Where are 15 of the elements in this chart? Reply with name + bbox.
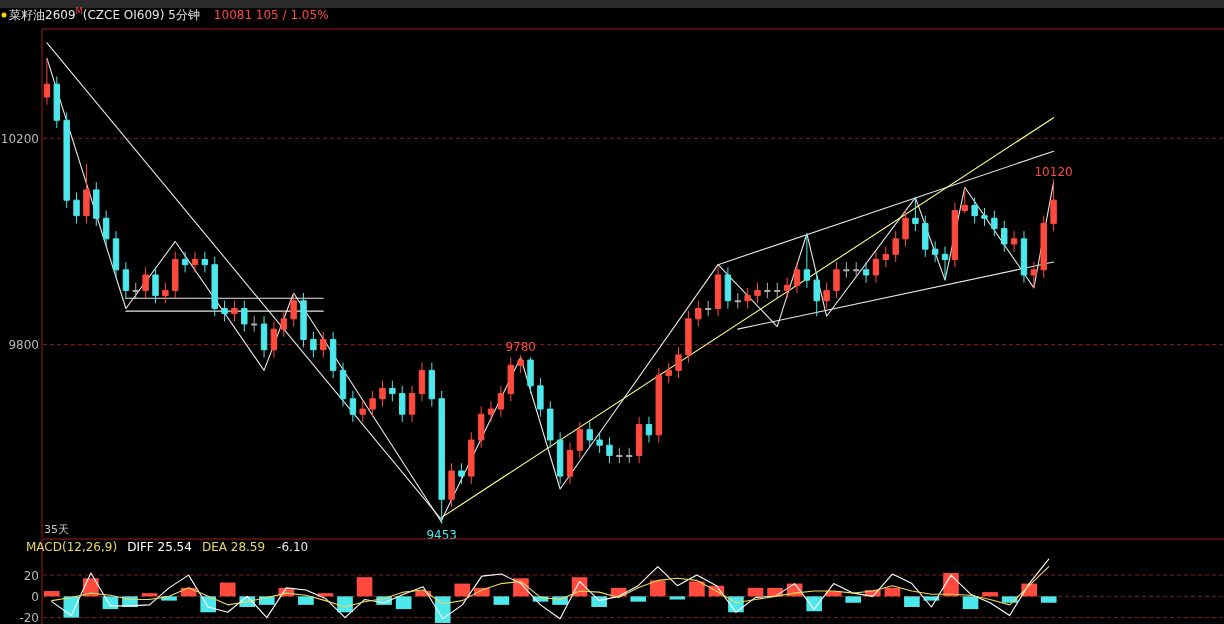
annotation: 9780 bbox=[505, 339, 536, 354]
annotation: 10120 bbox=[1034, 164, 1073, 179]
y-tick-label: 20 bbox=[23, 568, 39, 583]
annotation: 35天 bbox=[44, 523, 69, 536]
annotation: 9453 bbox=[426, 527, 457, 542]
y-tick-label: 10200 bbox=[0, 131, 39, 146]
chart-subtitle: 10081 105 / 1.05% bbox=[213, 8, 329, 22]
y-tick-label: 9800 bbox=[8, 338, 39, 353]
text: DEA 28.59 bbox=[201, 540, 266, 554]
series-label: DIFF 25.54 bbox=[127, 540, 192, 554]
chart-title: MACD(12,26,9) bbox=[26, 540, 118, 554]
y-tick-label: -20 bbox=[19, 611, 39, 624]
y-tick-label: 0 bbox=[31, 589, 39, 604]
chart-title: 菜籽油2609$^{M}$(CZCE OI609) 5分钟 bbox=[9, 6, 200, 22]
annotation: -6.10 bbox=[277, 540, 309, 554]
